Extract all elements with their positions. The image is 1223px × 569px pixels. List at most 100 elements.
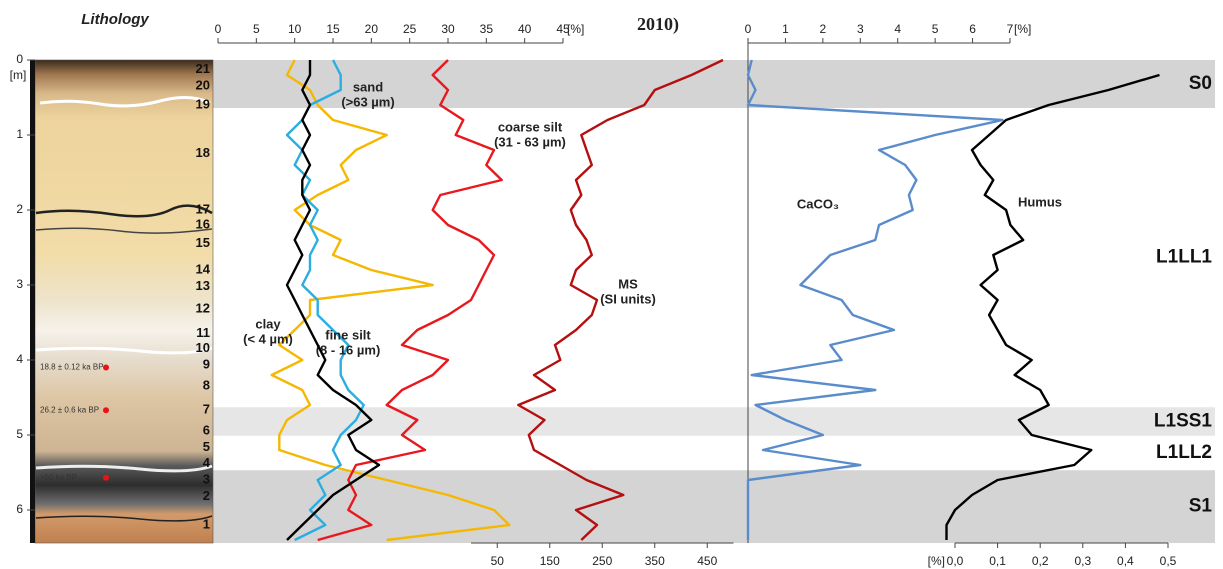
depth-tick-label: 2 <box>16 202 23 216</box>
x-unit: [%] <box>567 22 584 36</box>
x2-tick-label: 50 <box>491 554 505 568</box>
series-label-detail: (8 - 16 µm) <box>316 342 381 357</box>
x2-tick-label: 150 <box>540 554 560 568</box>
layer-label: 5 <box>203 439 210 454</box>
series-line <box>945 73 1160 540</box>
lithology-band <box>39 96 211 108</box>
horizon-label: L1SS1 <box>1154 411 1213 432</box>
x2-tick-label: 450 <box>697 554 717 568</box>
horizon-label: L1LL2 <box>1156 442 1212 463</box>
layer-label: 12 <box>196 300 210 315</box>
layer-label: 7 <box>203 402 210 417</box>
date-marker <box>103 364 109 371</box>
depth-bar <box>30 60 35 543</box>
layer-label: 10 <box>196 340 210 355</box>
layer-label: 8 <box>203 378 210 393</box>
x-tick-label: 15 <box>326 22 340 36</box>
depth-axis-label: [m] <box>10 68 27 82</box>
depth-tick-label: 6 <box>16 502 23 516</box>
series-label: CaCO₃ <box>797 196 839 211</box>
series-label: MS <box>618 276 638 291</box>
layer-label: 18 <box>196 145 210 160</box>
series-line <box>285 60 381 541</box>
series-line <box>270 59 511 542</box>
lithology-band <box>35 515 213 522</box>
x-tick-label: 40 <box>518 22 532 36</box>
x2-tick-label: 350 <box>645 554 665 568</box>
date-marker <box>103 407 109 414</box>
layer-label: 3 <box>203 471 210 486</box>
date-label: 18.8 ± 0.12 ka BP <box>40 363 104 372</box>
lithology-band <box>35 464 213 473</box>
horizon-band <box>213 407 1215 436</box>
series-line <box>517 58 724 541</box>
x-tick-label: 0 <box>745 22 752 36</box>
x2-tick-label: 0,2 <box>1032 554 1049 568</box>
layer-label: 1 <box>203 516 210 531</box>
x2-unit: [%] <box>928 554 945 568</box>
x2-tick-label: 0,4 <box>1117 554 1134 568</box>
series-line <box>285 59 365 542</box>
horizon-bands <box>213 60 1215 543</box>
layer-label: 2 <box>203 488 210 503</box>
x-tick-label: 10 <box>288 22 302 36</box>
header-text: 2010) <box>637 14 679 35</box>
x-tick-label: 3 <box>857 22 864 36</box>
series-label-detail: (< 4 µm) <box>243 331 293 346</box>
x2-tick-label: 0,5 <box>1160 554 1177 568</box>
series-label: fine silt <box>325 327 371 342</box>
layer-label: 13 <box>196 278 210 293</box>
lithology-band <box>35 227 213 234</box>
series-label-detail: (>63 µm) <box>341 94 394 109</box>
horizon-band <box>213 60 1215 108</box>
depth-tick-label: 1 <box>16 127 23 141</box>
x-tick-label: 45 <box>556 22 570 36</box>
x-tick-label: 6 <box>969 22 976 36</box>
layer-label: 19 <box>196 96 210 111</box>
series-label: clay <box>255 316 281 331</box>
lithology-title: Lithology <box>81 11 149 28</box>
series-label: Humus <box>1018 194 1062 209</box>
layer-label: 21 <box>196 61 210 76</box>
lithology-band <box>35 204 213 218</box>
depth-tick-label: 3 <box>16 277 23 291</box>
layer-label: 15 <box>196 235 210 250</box>
date-label: 26.2 ± 0.6 ka BP <box>40 405 99 414</box>
x-tick-label: 5 <box>932 22 939 36</box>
x-tick-label: 0 <box>215 22 222 36</box>
depth-tick-label: 0 <box>16 52 23 66</box>
series-label: coarse silt <box>498 119 563 134</box>
x-tick-label: 35 <box>480 22 494 36</box>
series-label-detail: (31 - 63 µm) <box>494 134 566 149</box>
horizon-label: L1LL1 <box>1156 247 1212 268</box>
series-line <box>317 59 503 542</box>
x-tick-label: 4 <box>894 22 901 36</box>
x-tick-label: 5 <box>253 22 260 36</box>
depth-tick-label: 4 <box>16 352 23 366</box>
horizon-band <box>213 470 1215 543</box>
layer-label: 17 <box>196 201 210 216</box>
series-line <box>746 59 1004 540</box>
layer-label: 20 <box>196 78 210 93</box>
date-marker <box>103 474 109 481</box>
x2-tick-label: 0,0 <box>947 554 964 568</box>
horizon-label: S1 <box>1189 496 1213 517</box>
lithology-column <box>34 59 214 544</box>
x-tick-label: 7 <box>1007 22 1014 36</box>
x2-tick-label: 250 <box>592 554 612 568</box>
x-tick-label: 30 <box>441 22 455 36</box>
x-unit: [%] <box>1014 22 1031 36</box>
horizon-label: S0 <box>1189 73 1212 94</box>
lithology-band <box>35 346 213 355</box>
x2-tick-label: 0,3 <box>1074 554 1091 568</box>
x-tick-label: 25 <box>403 22 417 36</box>
x2-tick-label: 0,1 <box>989 554 1006 568</box>
layer-label: 14 <box>196 261 211 276</box>
layer-label: 9 <box>203 357 210 372</box>
x-tick-label: 1 <box>782 22 789 36</box>
x-tick-label: 20 <box>365 22 379 36</box>
layer-label: 6 <box>203 423 210 438</box>
date-label: >50 ka BP <box>40 473 77 482</box>
